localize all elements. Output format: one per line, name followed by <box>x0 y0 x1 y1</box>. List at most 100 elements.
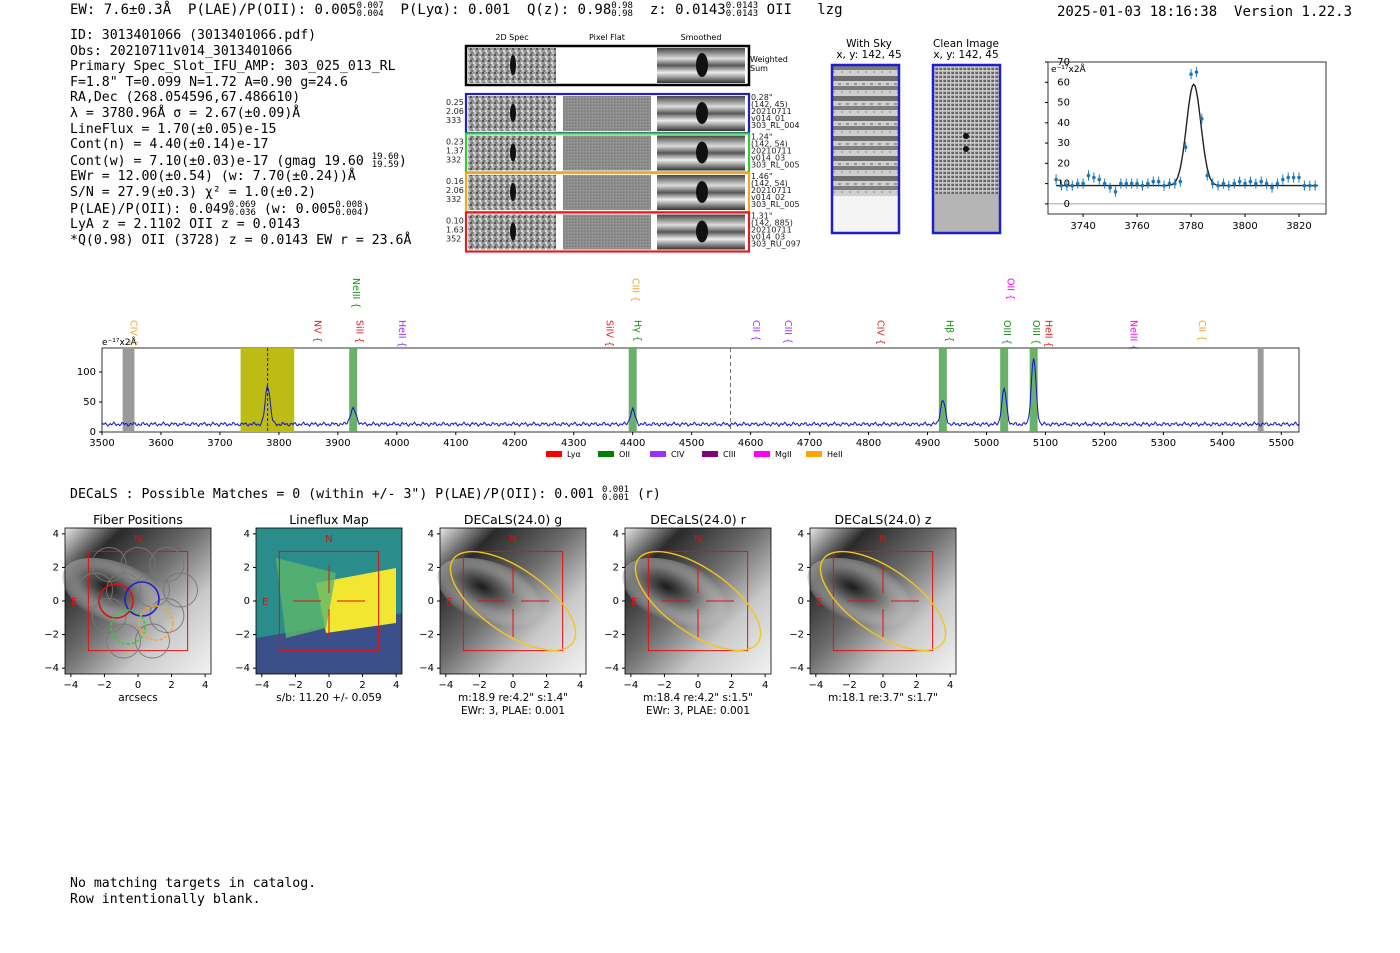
emission-line-label: HeII { <box>1042 320 1053 348</box>
info-ewr: EWr = 12.00(±0.54) (w: 7.70(±0.24))Å <box>70 169 356 185</box>
cutout-left-label: 2.06 <box>446 107 464 116</box>
header-tag: lzg <box>817 2 843 18</box>
zoom-data-point <box>1129 181 1134 186</box>
spectrum-line <box>101 358 1300 428</box>
zoom-data-point <box>1237 179 1242 184</box>
fiber-circle <box>98 583 134 619</box>
spectrum-y-tick: 100 <box>77 367 96 378</box>
imaging-y-tick: 2 <box>798 562 804 573</box>
spectrum-x-tick: 5200 <box>1092 438 1117 449</box>
zoom-data-point <box>1308 183 1312 188</box>
spectrum-x-tick: 4400 <box>620 438 645 449</box>
imaging-y-tick: 2 <box>53 562 59 573</box>
zoom-data-point <box>1254 181 1258 186</box>
cutout-right-label: 20210711 <box>751 147 792 156</box>
cutout-left-label: 0.10 <box>446 217 464 226</box>
header-plae: P(LAE)/P(OII): 0.005 <box>188 2 357 18</box>
zoom-data-point <box>1167 181 1172 186</box>
imaging-panels: Fiber Positions N E −4 −4 −2 −2 0 0 2 2 4 4 arcsecs Li… <box>44 512 957 717</box>
cutout-right-label: (142, 54) <box>751 140 788 149</box>
detection-info: ID: 3013401066 (3013401066.pdf) Obs: 202… <box>70 28 411 248</box>
compass-east: E <box>631 597 637 608</box>
cutout-right-label: 20210711 <box>751 186 792 195</box>
zoom-y-label: e⁻¹⁷x2Å <box>1051 63 1087 75</box>
info-q: *Q(0.98) OII (3728) z = 0.0143 EW r = 23… <box>70 232 412 248</box>
aperture-box <box>832 550 934 652</box>
clean-image-subtitle: x, y: 142, 45 <box>933 49 998 61</box>
imaging-x-tick: −4 <box>63 680 78 691</box>
compass-north: N <box>694 534 701 545</box>
zoom-y-tick: 70 <box>1057 57 1070 68</box>
cutout-right-label: 303_RL_004 <box>751 121 800 130</box>
spectrum-y-label: e⁻¹⁷x2Å <box>102 336 138 348</box>
zoom-y-tick: 50 <box>1057 98 1070 109</box>
spectrum-x-tick: 4800 <box>856 438 881 449</box>
imaging-x-tick: −4 <box>623 680 638 691</box>
cutout-right-label: 1.46" <box>751 172 773 181</box>
zoom-data-point <box>1216 183 1220 188</box>
spectrum-x-tick: 4100 <box>443 438 468 449</box>
zoom-data-point <box>1162 183 1166 188</box>
cutout-right-label: (142, 54) <box>751 179 788 188</box>
info-lambda: λ = 3780.96Å σ = 2.67(±0.09)Å <box>70 105 301 121</box>
emission-line-label: NV { <box>311 320 322 343</box>
zoom-data-point <box>1086 173 1091 178</box>
masked-region <box>1257 348 1264 432</box>
legend-label: CIV <box>671 450 685 459</box>
imaging-x-tick: 2 <box>168 680 174 691</box>
legend-label: CIII <box>723 450 736 459</box>
imaging-x-tick: −4 <box>438 680 453 691</box>
zoom-data-point <box>1291 175 1296 180</box>
spectrum-x-tick: 3500 <box>89 438 114 449</box>
zoom-data-point <box>1221 181 1226 186</box>
zoom-data-point <box>1054 177 1058 182</box>
imaging-y-tick: −2 <box>789 630 804 641</box>
cutout-right-label: 1.31" <box>751 212 773 221</box>
footer-line-2: Row intentionally blank. <box>70 891 261 907</box>
imaging-caption-2: EWr: 3, PLAE: 0.001 <box>646 705 750 717</box>
decals-summary: DECaLS : Possible Matches = 0 (within +/… <box>70 485 661 503</box>
zoom-data-point <box>1205 173 1210 178</box>
zoom-x-tick: 3760 <box>1124 221 1149 232</box>
imaging-y-tick: 0 <box>428 596 434 607</box>
spectrum-x-tick: 3700 <box>207 438 232 449</box>
info-id: ID: 3013401066 (3013401066.pdf) <box>70 28 317 43</box>
legend-swatch <box>546 451 562 457</box>
imaging-y-tick: 4 <box>53 529 59 540</box>
zoom-data-point <box>1119 181 1123 186</box>
fiber-circle <box>124 581 160 617</box>
imaging-y-tick: −4 <box>419 663 434 674</box>
cutout-right-label: 20210711 <box>751 107 792 116</box>
cutout-right-label: 20210711 <box>751 226 792 235</box>
zoom-data-point <box>1081 181 1085 186</box>
emission-line-label: NeIII { <box>350 278 361 308</box>
compass-east: E <box>71 597 77 608</box>
emission-line-label: CIII { <box>630 278 641 302</box>
info-lineflux: LineFlux = 1.70(±0.05)e-15 <box>70 121 277 137</box>
emission-line-label: CIV { <box>874 320 885 345</box>
cutout-left-label: 0.23 <box>446 138 464 147</box>
header-z: z: 0.0143 <box>649 2 726 18</box>
info-sn: S/N = 27.9(±0.3) χ² = 1.0(±0.2) <box>70 184 317 200</box>
legend-swatch <box>754 451 770 457</box>
zoom-x-tick: 3780 <box>1178 221 1203 232</box>
zoom-x-tick: 3820 <box>1286 221 1311 232</box>
spectrum-x-tick: 3800 <box>266 438 291 449</box>
with-sky-subtitle: x, y: 142, 45 <box>836 49 901 61</box>
imaging-x-tick: 2 <box>359 680 365 691</box>
info-radec: RA,Dec (268.054596,67.486610) <box>70 90 301 106</box>
spectrum-x-tick: 5500 <box>1269 438 1294 449</box>
imaging-x-tick: 0 <box>510 680 516 691</box>
imaging-panel: Lineflux Map N E −4 −4 −2 −2 0 0 2 2 4 4 s/b: 11.20 +… <box>235 512 403 704</box>
imaging-y-tick: 4 <box>613 529 619 540</box>
line-fit-chart: 0 10 20 30 40 50 60 70 3740 3760 3780 3800 3820 e⁻¹⁷x… <box>1045 57 1327 232</box>
cutout-left-label: 2.06 <box>446 186 464 195</box>
spectrum-x-tick: 4600 <box>738 438 763 449</box>
spectrum-x-tick: 4000 <box>384 438 409 449</box>
info-primary: Primary Spec_Slot_IFU_AMP: 303_025_013_R… <box>70 59 396 75</box>
imaging-x-tick: 0 <box>326 680 332 691</box>
zoom-y-tick: 10 <box>1057 179 1070 190</box>
zoom-data-point <box>1194 70 1199 74</box>
imaging-x-tick: −4 <box>254 680 269 691</box>
